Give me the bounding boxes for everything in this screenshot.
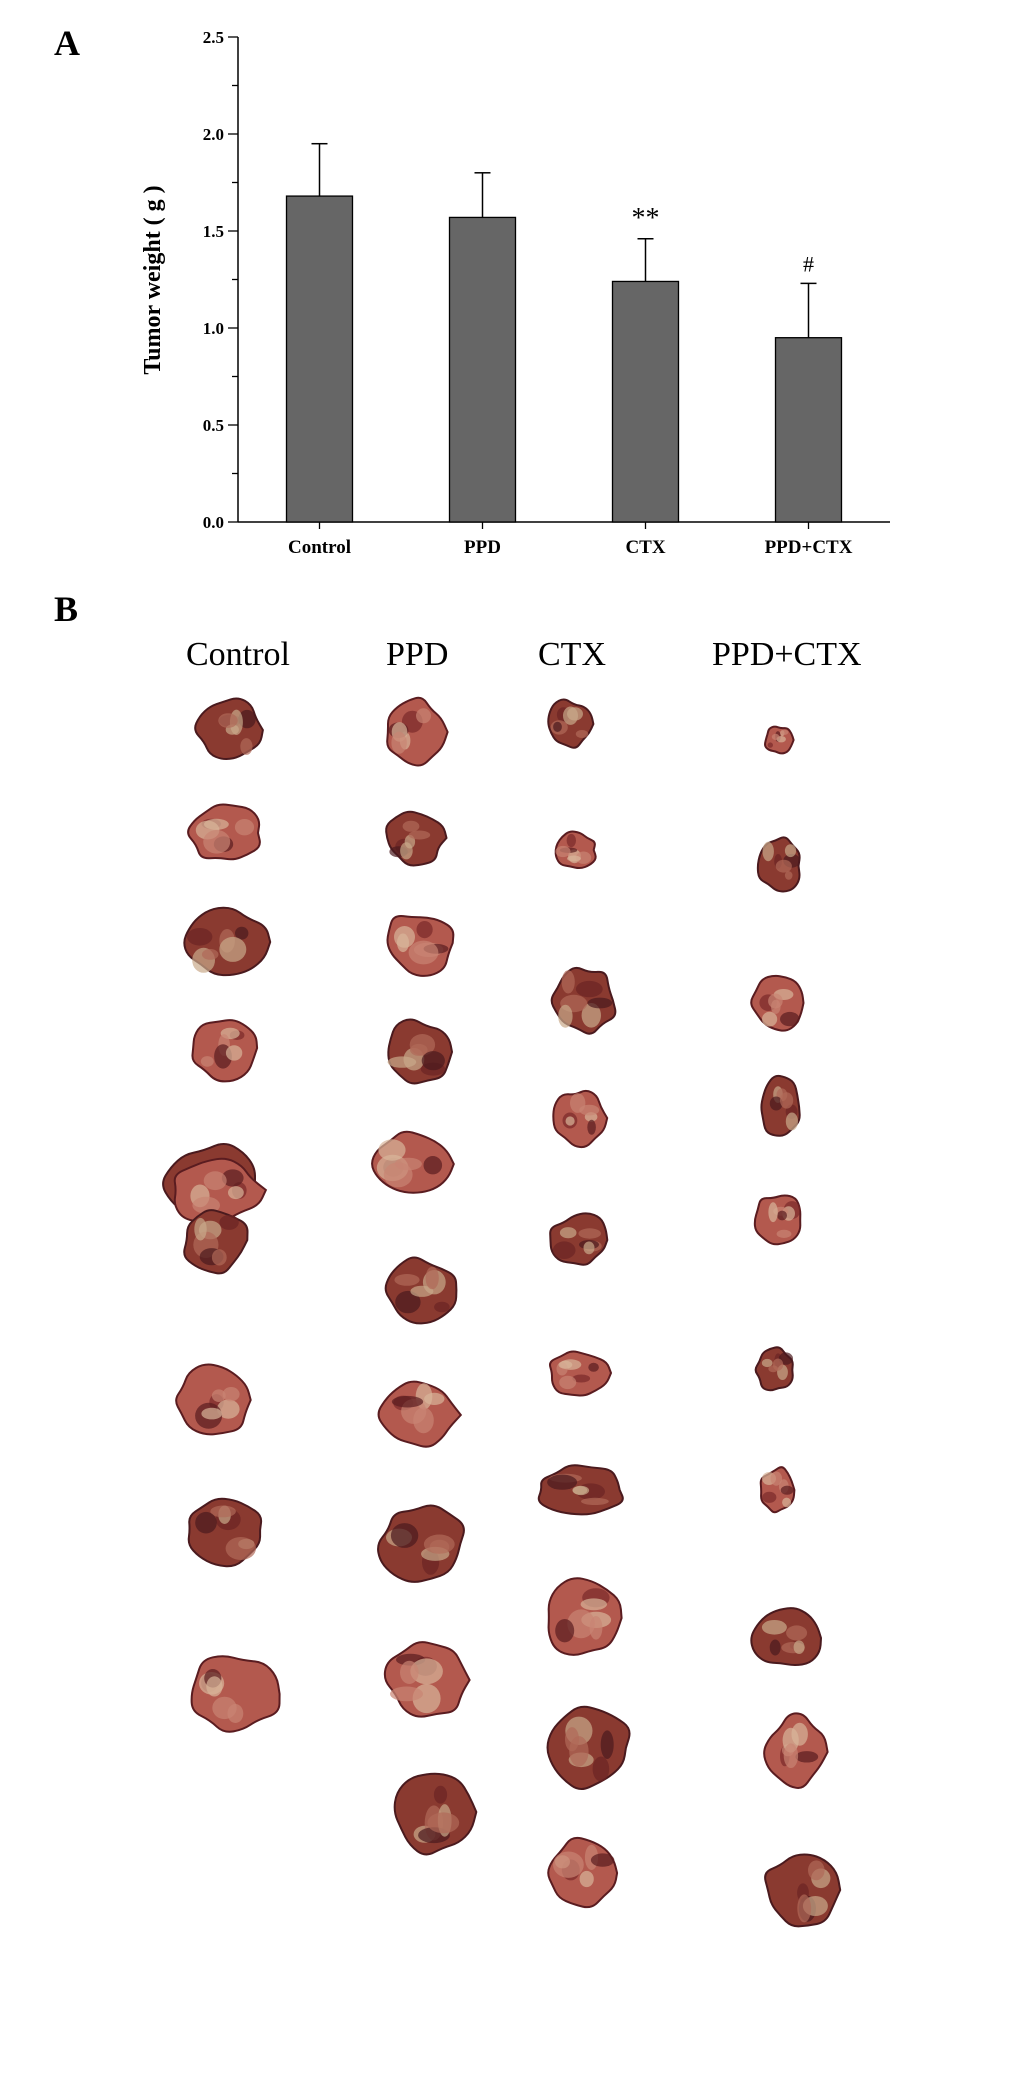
y-axis-label: Tumor weight ( g ) — [140, 185, 166, 374]
tumor-sample — [383, 1641, 471, 1718]
tumor-sample — [554, 830, 597, 870]
y-tick-label: 1.0 — [203, 319, 224, 338]
tumor-sample — [759, 1466, 796, 1514]
bar — [774, 337, 843, 523]
tumor-sample — [183, 906, 272, 977]
tumor-sample — [173, 1157, 268, 1223]
panel-a-label: A — [54, 23, 80, 63]
tumor-sample — [760, 1074, 801, 1137]
x-tick-label: PPD — [464, 537, 501, 558]
tumor-sample — [194, 697, 264, 761]
tumor-sample — [175, 1363, 252, 1436]
tumor-sample — [549, 1350, 613, 1397]
tumor-sample — [546, 1705, 631, 1791]
significance-marker: ** — [632, 203, 660, 234]
tumor-sample — [384, 1256, 458, 1325]
tumor-sample — [191, 1019, 259, 1083]
y-tick-label: 1.5 — [203, 222, 224, 241]
significance-marker: # — [803, 251, 814, 276]
tumor-sample — [750, 1607, 823, 1666]
tumor-sample — [377, 1504, 465, 1583]
y-tick-label: 2.0 — [203, 125, 224, 144]
tumor-sample — [187, 803, 261, 861]
tumor-sample — [393, 1772, 478, 1856]
tumor-sample — [386, 696, 449, 767]
bar — [611, 280, 680, 523]
tumor-sample — [547, 1836, 619, 1909]
tumor-sample — [387, 1018, 454, 1085]
tumor-photo — [162, 696, 842, 1928]
tumor-sample — [763, 1712, 829, 1789]
y-tick-label: 2.5 — [203, 28, 224, 47]
photo-header-ppd-ctx: PPD+CTX — [712, 636, 862, 673]
tumor-sample — [187, 1497, 263, 1568]
tumor-sample — [385, 810, 448, 867]
tumor-sample — [754, 1346, 794, 1392]
tumor-sample — [764, 725, 795, 755]
panel-b-label: B — [54, 589, 79, 629]
tumor-sample — [756, 836, 801, 893]
tumor-sample — [537, 1464, 624, 1516]
x-tick-label: Control — [288, 537, 351, 558]
y-tick-label: 0.0 — [203, 513, 224, 532]
tumor-sample — [550, 966, 617, 1035]
tumor-sample — [552, 1089, 609, 1149]
bar — [448, 216, 517, 523]
photo-header-ppd: PPD — [386, 636, 449, 673]
tumor-sample — [753, 1194, 802, 1246]
bar — [285, 195, 354, 523]
tumor-sample — [183, 1209, 249, 1275]
x-tick-label: PPD+CTX — [765, 537, 853, 558]
bar-chart: 0.0 0.5 1.0 1.5 2.0 2.5 Tumor weight ( g ) Cont… — [140, 28, 890, 558]
x-tick-label: CTX — [625, 537, 665, 558]
photo-header-control: Control — [186, 636, 290, 673]
tumor-sample — [377, 1380, 463, 1448]
tumor-sample — [549, 1212, 609, 1266]
tumor-sample — [764, 1853, 842, 1928]
tumor-sample — [386, 914, 455, 977]
tumor-sample — [547, 1577, 623, 1656]
tumor-sample — [371, 1130, 455, 1194]
tumor-sample — [547, 698, 595, 749]
tumor-sample — [750, 974, 805, 1032]
photo-header-ctx: CTX — [538, 636, 606, 673]
tumor-sample — [190, 1655, 281, 1733]
y-tick-label: 0.5 — [203, 416, 224, 435]
